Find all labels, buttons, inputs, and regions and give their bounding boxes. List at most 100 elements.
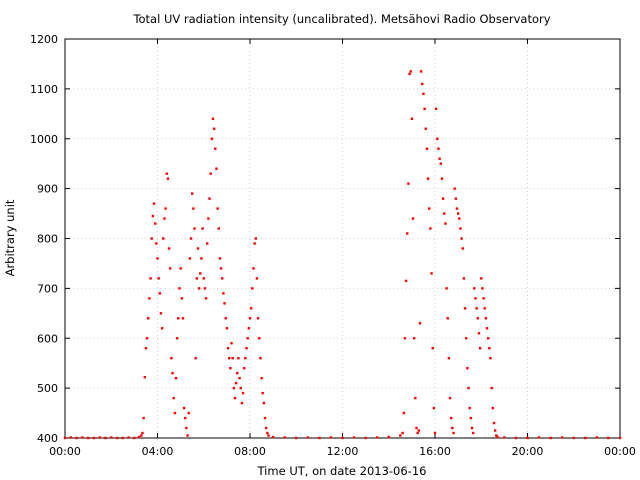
data-point <box>221 277 224 280</box>
data-point <box>452 431 455 435</box>
data-point <box>406 232 409 235</box>
data-point <box>463 307 467 310</box>
data-point <box>426 177 430 180</box>
data-point <box>172 396 175 400</box>
data-point <box>208 197 211 200</box>
data-point <box>434 107 438 111</box>
data-point <box>164 207 167 210</box>
data-point <box>75 436 78 440</box>
data-point <box>468 406 471 410</box>
data-point <box>190 192 194 195</box>
data-point <box>211 117 215 120</box>
x-tick-label: 12:00 <box>327 445 359 458</box>
x-tick-label: 00:00 <box>49 445 81 458</box>
data-point <box>203 287 207 290</box>
data-point <box>236 371 239 375</box>
data-point <box>387 435 390 439</box>
data-point <box>260 376 263 380</box>
data-point <box>266 431 269 435</box>
data-point <box>560 436 564 439</box>
data-point <box>486 337 490 340</box>
y-tick-label: 700 <box>37 282 58 295</box>
data-point <box>436 137 439 140</box>
data-point <box>460 237 463 240</box>
data-point <box>202 277 205 280</box>
data-point <box>115 436 119 440</box>
y-tick-label: 800 <box>37 233 58 246</box>
data-point <box>485 327 489 330</box>
data-point <box>159 312 163 315</box>
data-point <box>283 436 286 439</box>
data-point <box>251 287 254 290</box>
data-point <box>437 147 440 150</box>
data-point <box>318 436 321 440</box>
data-point <box>430 272 433 275</box>
y-tick-label: 1000 <box>30 133 58 146</box>
y-tick-label: 1100 <box>30 83 58 96</box>
data-point <box>480 277 483 280</box>
data-point <box>473 287 476 290</box>
data-point <box>165 172 168 175</box>
data-point <box>461 247 464 250</box>
data-point <box>259 357 262 360</box>
data-point <box>238 376 241 380</box>
y-tick-label: 600 <box>37 332 58 345</box>
data-point <box>364 436 367 440</box>
data-point <box>196 247 200 250</box>
data-point <box>92 436 96 440</box>
data-point <box>140 434 143 437</box>
data-point <box>255 277 259 280</box>
data-point <box>411 217 415 220</box>
data-point <box>549 436 552 440</box>
data-point <box>186 434 189 437</box>
data-point <box>195 277 199 280</box>
data-point <box>239 386 242 390</box>
data-point <box>453 187 456 190</box>
data-point <box>180 297 183 300</box>
data-point <box>229 366 232 370</box>
data-point <box>237 357 240 360</box>
data-point <box>483 307 486 310</box>
data-point <box>401 431 404 435</box>
data-point <box>306 436 310 439</box>
data-point <box>469 416 473 420</box>
data-point <box>216 207 219 210</box>
data-point <box>104 436 107 440</box>
data-point <box>399 434 402 437</box>
data-point <box>423 107 426 111</box>
data-point <box>226 347 230 350</box>
data-point <box>166 177 170 180</box>
data-point <box>144 347 148 350</box>
data-point <box>200 257 203 260</box>
data-point <box>414 396 417 400</box>
chart-title: Total UV radiation intensity (uncalibrat… <box>132 12 550 26</box>
data-point <box>415 426 418 430</box>
data-point <box>194 357 197 360</box>
data-point <box>440 177 444 180</box>
data-point <box>241 391 245 395</box>
data-point <box>419 70 423 73</box>
data-point <box>217 227 220 230</box>
data-point <box>160 327 164 330</box>
data-point <box>212 127 216 130</box>
data-point <box>86 436 90 440</box>
data-point <box>488 347 491 350</box>
data-point <box>482 297 485 300</box>
data-point <box>271 435 275 439</box>
data-point <box>184 416 187 420</box>
y-tick-label: 900 <box>37 183 58 196</box>
data-point <box>145 337 149 340</box>
data-point <box>147 317 150 320</box>
data-point <box>484 317 488 320</box>
data-point <box>263 416 267 420</box>
data-point <box>214 147 217 150</box>
x-tick-label: 20:00 <box>512 445 544 458</box>
data-point <box>428 207 431 210</box>
data-point <box>254 237 257 240</box>
data-point <box>446 317 449 320</box>
y-axis-label: Arbitrary unit <box>3 199 17 276</box>
data-point <box>256 317 260 320</box>
data-point <box>148 297 151 300</box>
